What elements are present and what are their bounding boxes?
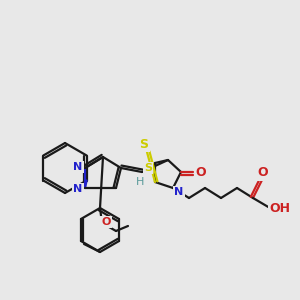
Text: O: O — [258, 167, 268, 179]
Text: H: H — [136, 177, 144, 187]
Text: N: N — [74, 184, 82, 194]
Text: N: N — [74, 162, 82, 172]
Text: O: O — [196, 166, 206, 178]
Text: O: O — [101, 217, 111, 227]
Text: S: S — [144, 163, 152, 173]
Text: S: S — [140, 137, 148, 151]
Text: N: N — [174, 187, 184, 197]
Text: OH: OH — [269, 202, 290, 215]
